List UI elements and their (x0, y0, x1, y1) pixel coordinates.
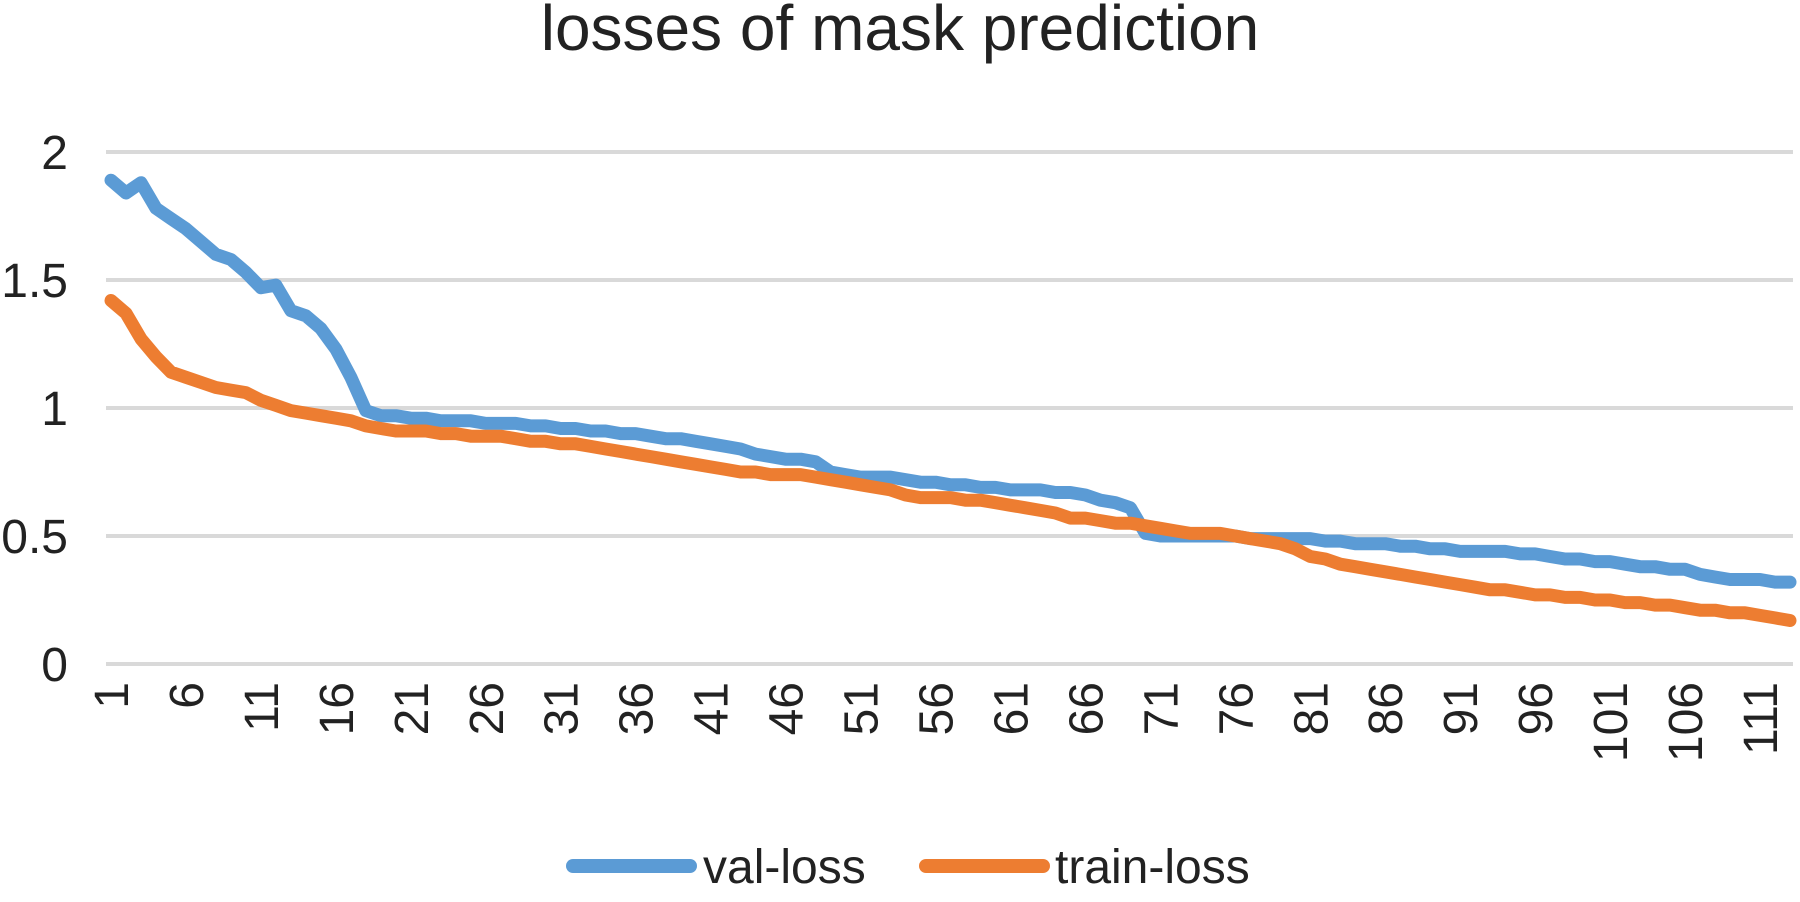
x-tick-label: 61 (985, 682, 1038, 735)
x-tick-label: 96 (1510, 682, 1563, 735)
x-tick-label: 11 (236, 682, 289, 732)
x-tick-label: 6 (161, 682, 214, 709)
x-tick-label: 31 (536, 682, 589, 735)
legend: val-loss train-loss (566, 841, 1250, 894)
series-line-train-loss (104, 294, 1797, 627)
x-tick-label: 101 (1585, 682, 1638, 762)
y-tick-label: 0 (41, 639, 68, 692)
y-tick-label: 2 (41, 127, 68, 180)
x-tick-label: 66 (1060, 682, 1113, 735)
series-lines (104, 173, 1797, 627)
x-tick-label: 16 (311, 682, 364, 735)
x-tick-label: 51 (836, 682, 889, 735)
x-tick-label: 81 (1285, 682, 1338, 735)
x-tick-label: 1 (86, 682, 139, 709)
gridlines (106, 150, 1793, 666)
legend-label-val-loss: val-loss (703, 841, 866, 894)
x-tick-label: 76 (1210, 682, 1263, 735)
x-tick-label: 56 (911, 682, 964, 735)
x-tick-label: 26 (461, 682, 514, 735)
x-tick-label: 46 (761, 682, 814, 735)
x-tick-label: 21 (386, 682, 439, 735)
x-tick-label: 71 (1135, 682, 1188, 735)
x-tick-label: 91 (1435, 682, 1488, 735)
x-tick-label: 41 (686, 682, 739, 735)
x-tick-label: 86 (1360, 682, 1413, 735)
y-axis-ticks: 0 0.5 1 1.5 2 (1, 127, 68, 692)
x-tick-label: 106 (1660, 682, 1713, 762)
x-tick-label: 111 (1735, 682, 1788, 755)
y-tick-label: 0.5 (1, 511, 68, 564)
chart-title: losses of mask prediction (541, 0, 1260, 64)
y-tick-label: 1.5 (1, 255, 68, 308)
series-line-val-loss (104, 173, 1797, 589)
y-tick-label: 1 (41, 383, 68, 436)
legend-label-train-loss: train-loss (1055, 841, 1250, 894)
x-tick-label: 36 (611, 682, 664, 735)
x-axis-ticks: 1 6 11 16 21 26 31 36 41 46 51 56 61 66 71 76 81 86 91 96 10… (86, 682, 1788, 762)
